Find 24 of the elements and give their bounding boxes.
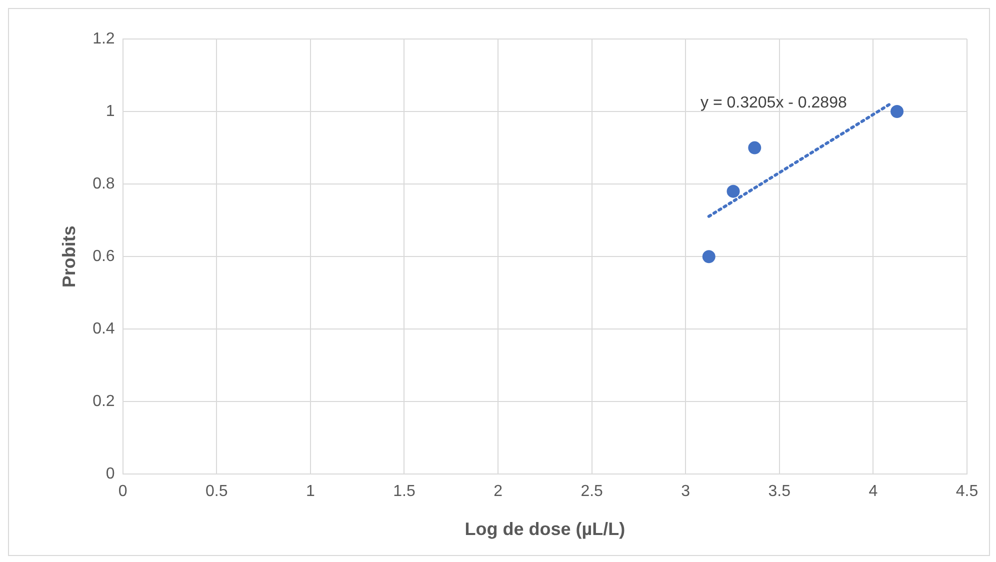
y-tick-label: 0.2 bbox=[92, 393, 115, 410]
point bbox=[702, 250, 716, 264]
x-tick-label: 0 bbox=[118, 483, 128, 500]
x-tick-label: 1.5 bbox=[393, 483, 416, 500]
y-axis-title: Probits bbox=[58, 226, 79, 288]
point bbox=[748, 141, 762, 154]
point bbox=[890, 105, 904, 118]
y-tick-label: 0.4 bbox=[92, 320, 115, 338]
y-tick-label: 1.2 bbox=[92, 30, 115, 48]
annotation: y = 0.3205x - 0.2898 bbox=[700, 94, 847, 112]
y-tick-label: 0.8 bbox=[92, 175, 115, 192]
x-tick-label: 3 bbox=[681, 483, 690, 500]
x-tick-label: 2 bbox=[494, 483, 503, 500]
y-tick-label: 1 bbox=[106, 102, 115, 120]
x-tick-label: 4 bbox=[868, 483, 878, 500]
x-tick-label: 4.5 bbox=[956, 483, 978, 500]
x-tick-label: 0.5 bbox=[206, 483, 228, 500]
y-tick-label: 0.6 bbox=[92, 248, 115, 266]
x-axis-title: Log de dose (µL/L) bbox=[464, 519, 626, 540]
x-tick-label: 2.5 bbox=[580, 483, 604, 500]
y-tick-label: 0 bbox=[106, 466, 115, 483]
x-tick-label: 1 bbox=[306, 483, 315, 500]
point bbox=[726, 184, 740, 198]
x-tick-label: 3.5 bbox=[768, 483, 791, 500]
